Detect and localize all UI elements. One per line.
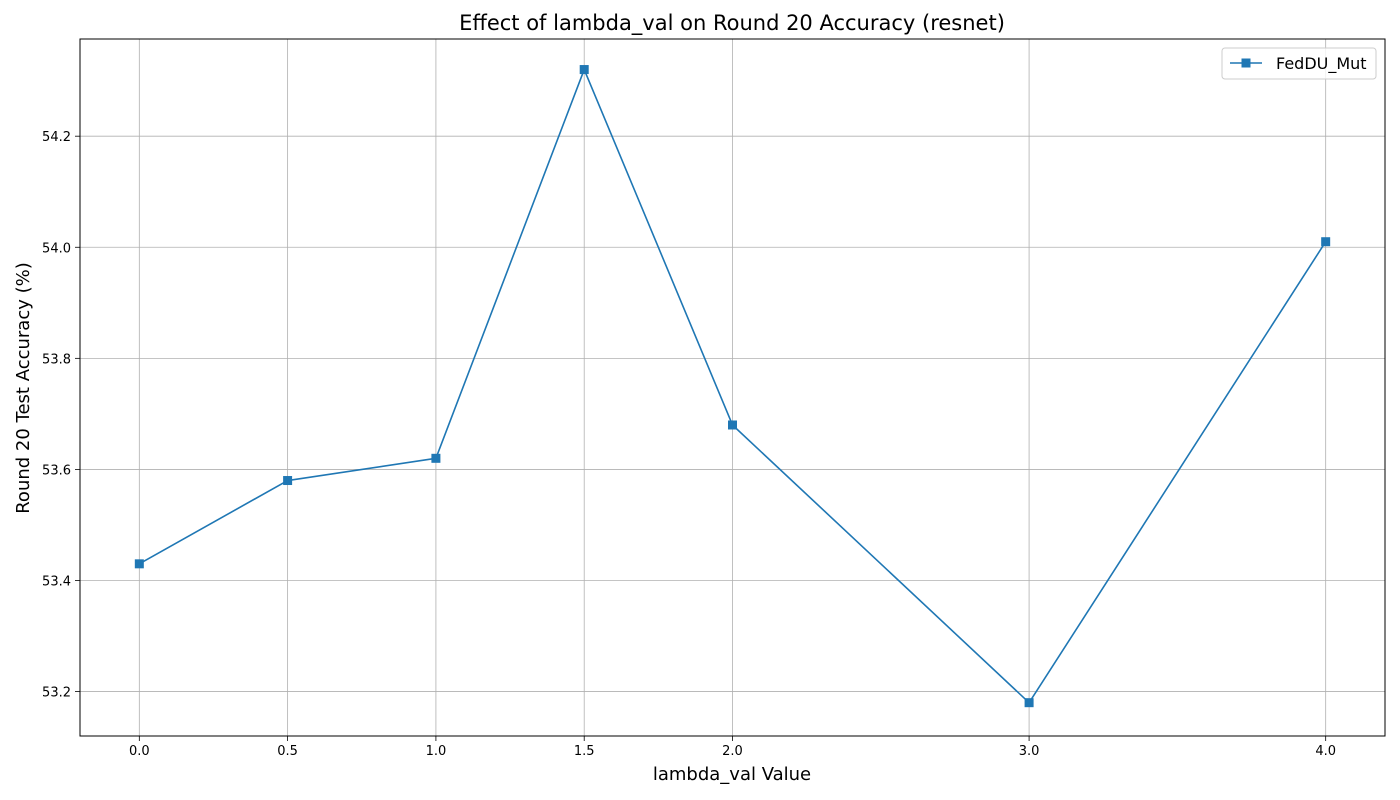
x-tick-label: 0.0	[129, 744, 150, 759]
series-layer	[134, 65, 1331, 708]
data-point-marker	[431, 453, 441, 463]
data-point-marker	[1321, 237, 1331, 247]
x-tick-label: 0.5	[277, 744, 298, 759]
y-tick-label: 54.0	[42, 241, 71, 256]
y-tick-label: 53.8	[42, 352, 71, 367]
y-axis-label: Round 20 Test Accuracy (%)	[13, 262, 34, 514]
x-tick-label: 1.5	[574, 744, 595, 759]
legend-marker-swatch	[1241, 58, 1251, 68]
y-tick-label: 53.4	[42, 574, 71, 589]
axis-ticks: 0.0 0.5 1.0 1.5 2.0 3.0 4.0 53.2 53.4 53.6 53.8 54.…	[42, 130, 1336, 759]
y-tick-label: 53.6	[42, 463, 71, 478]
data-point-marker	[134, 559, 144, 569]
data-point-marker	[579, 65, 589, 75]
x-tick-label: 2.0	[722, 744, 743, 759]
data-point-marker	[1024, 698, 1034, 708]
x-tick-label: 4.0	[1315, 744, 1336, 759]
x-tick-label: 3.0	[1019, 744, 1040, 759]
x-tick-label: 1.0	[426, 744, 447, 759]
data-point-marker	[728, 420, 737, 430]
data-point-marker	[283, 476, 293, 486]
grid-lines	[80, 39, 1385, 736]
y-tick-label: 54.2	[42, 130, 71, 145]
chart-title: Effect of lambda_val on Round 20 Accurac…	[459, 11, 1005, 36]
x-axis-label: lambda_val Value	[653, 764, 811, 785]
plot-frame	[79, 38, 1386, 737]
legend-box	[1221, 47, 1377, 80]
legend-label: FedDU_Mut	[1276, 54, 1367, 74]
legend: FedDU_Mut	[1221, 47, 1377, 80]
y-tick-label: 53.2	[42, 686, 71, 701]
